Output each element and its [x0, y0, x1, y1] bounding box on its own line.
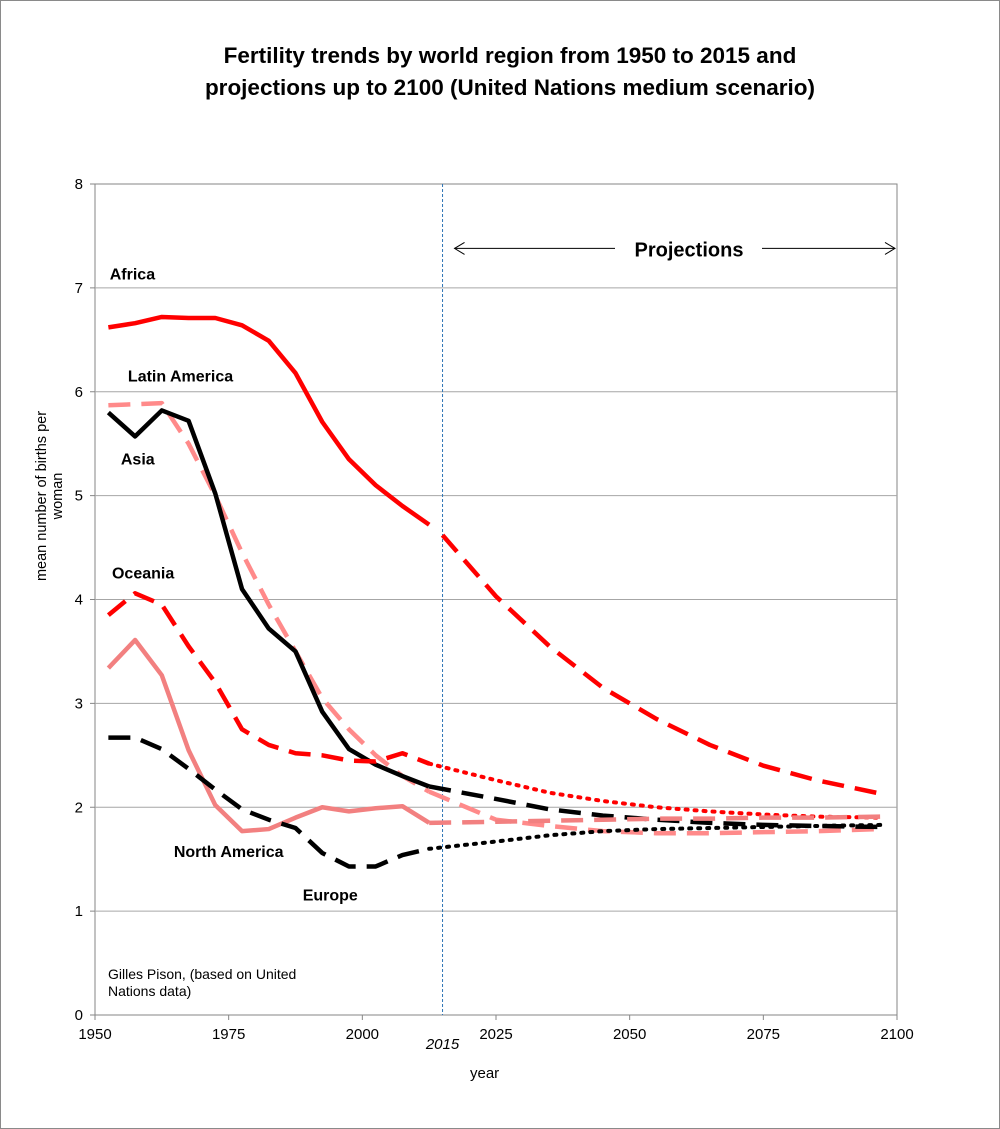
- projections-label: Projections: [635, 239, 744, 261]
- x-tick-label-2025: 2025: [479, 1026, 512, 1043]
- series-label-latin-america: Latin America: [128, 368, 233, 385]
- x-tick-label-2000: 2000: [346, 1026, 379, 1043]
- chart-title: Fertility trends by world region from 19…: [60, 40, 960, 104]
- y-tick-label-6: 6: [75, 384, 83, 401]
- series-latin-america-line: [108, 400, 431, 794]
- series-north-america-projection-line: [429, 814, 881, 826]
- source-note: Gilles Pison, (based on United Nations d…: [108, 966, 296, 1000]
- y-tick-label-0: 0: [75, 1007, 83, 1024]
- series-oceania-line: [106, 591, 430, 766]
- series-africa-line: [108, 314, 431, 527]
- y-tick-label-4: 4: [75, 592, 83, 609]
- source-note-line-1: Gilles Pison, (based on United: [108, 966, 297, 982]
- series-label-oceania: Oceania: [112, 566, 174, 583]
- series-label-africa: Africa: [110, 267, 155, 284]
- x-tick-label-2100: 2100: [880, 1026, 913, 1043]
- x-tick-label-2075: 2075: [747, 1026, 780, 1043]
- series-label-north-america: North America: [174, 844, 284, 861]
- series-label-europe: Europe: [303, 888, 358, 905]
- projections-arrow-left-head: [453, 241, 465, 255]
- series-asia-line: [106, 408, 430, 789]
- source-note-line-2: Nations data): [108, 983, 192, 999]
- y-tick-label-3: 3: [75, 695, 83, 712]
- chart-title-line-2: projections up to 2100 (United Nations m…: [204, 75, 816, 100]
- x-axis-label: year: [470, 1065, 500, 1082]
- series-north-america-line: [106, 637, 431, 834]
- marker-label-2015: 2015: [425, 1036, 460, 1053]
- y-tick-label-5: 5: [75, 488, 83, 505]
- y-tick-label-1: 1: [75, 903, 83, 920]
- x-tick-label-2050: 2050: [613, 1026, 646, 1043]
- series-europe-projection-line: [427, 822, 883, 851]
- x-tick-label-1975: 1975: [212, 1026, 245, 1043]
- y-tick-label-7: 7: [75, 280, 83, 297]
- y-tick-label-8: 8: [75, 176, 83, 193]
- chart-title-line-1: Fertility trends by world region from 19…: [223, 43, 797, 68]
- series-latin-america-projection-line: [428, 789, 882, 836]
- series-label-asia: Asia: [121, 451, 155, 468]
- x-tick-label-1950: 1950: [78, 1026, 111, 1043]
- y-axis-label: mean number of births per woman: [34, 410, 66, 582]
- series-europe-line: [108, 735, 430, 869]
- y-tick-label-2: 2: [75, 799, 83, 816]
- series-africa-projection-line: [440, 533, 882, 796]
- projections-arrow-right-head: [884, 241, 896, 255]
